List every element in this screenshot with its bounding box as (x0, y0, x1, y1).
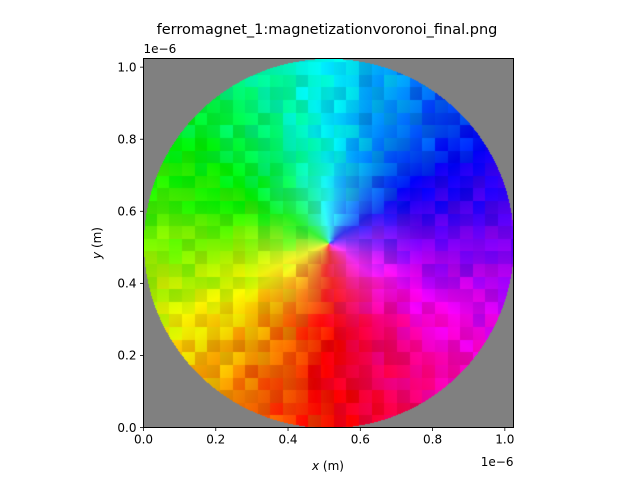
y-tick-label: 0.6 (117, 205, 136, 219)
magnetization-heatmap (143, 58, 514, 428)
x-axis-label-variable: x (311, 459, 320, 473)
x-axis-ticks: 0.0 0.2 0.4 0.6 0.8 1.0 (134, 427, 514, 447)
x-tick-label: 1.0 (495, 433, 514, 447)
y-tick-label: 0.0 (117, 421, 136, 435)
chart-title: ferromagnet_1:magnetizationvoronoi_final… (157, 22, 498, 38)
x-tick-label: 0.6 (351, 433, 370, 447)
x-tick-label: 0.4 (278, 433, 297, 447)
y-axis-label: y (m) (90, 227, 104, 260)
y-tick-label: 0.4 (117, 277, 136, 291)
y-axis-offset-text: 1e−6 (144, 42, 177, 56)
axes-frame (143, 58, 514, 428)
y-axis-ticks: 0.0 0.2 0.4 0.6 0.8 1.0 (117, 60, 144, 435)
x-tick-label: 0.0 (134, 433, 153, 447)
x-axis-offset-text: 1e−6 (481, 455, 514, 469)
x-axis-label: x (m) (311, 459, 344, 473)
x-axis-label-unit: (m) (319, 459, 344, 473)
x-tick-label: 0.2 (206, 433, 225, 447)
y-tick-label: 1.0 (117, 60, 136, 74)
y-axis-label-variable: y (90, 251, 104, 260)
x-tick-label: 0.8 (423, 433, 442, 447)
y-axis-label-unit: (m) (90, 227, 104, 252)
y-tick-label: 0.8 (117, 133, 136, 147)
plot-area (143, 58, 514, 428)
y-tick-label: 0.2 (117, 349, 136, 363)
